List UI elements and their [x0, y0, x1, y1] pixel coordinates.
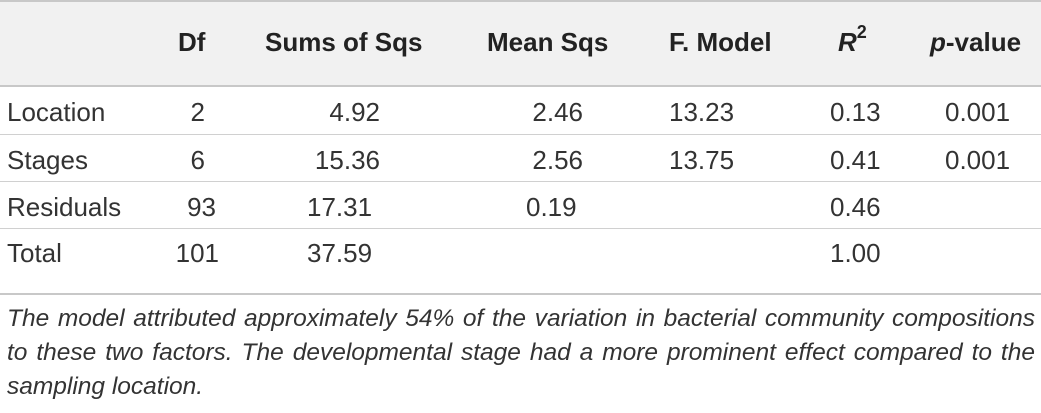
- header-r-squared: R2: [838, 23, 867, 57]
- cell-r2: 0.13: [830, 97, 881, 127]
- header-r-letter: R: [838, 27, 857, 57]
- row-divider: [0, 181, 1041, 182]
- cell-ss: 15.36: [314, 145, 380, 175]
- row-label: Stages: [7, 145, 88, 175]
- row-divider: [0, 134, 1041, 135]
- cell-ms: 0.19: [526, 192, 577, 222]
- cell-ms: 2.46: [532, 97, 583, 127]
- cell-f: 13.23: [669, 97, 735, 127]
- cell-r2: 0.46: [830, 192, 881, 222]
- row-label: Residuals: [7, 192, 122, 222]
- cell-p: 0.001: [945, 145, 1011, 175]
- table-bottom-rule: [0, 293, 1041, 295]
- header-p-value: p-value: [930, 27, 1021, 57]
- header-df: Df: [178, 27, 206, 57]
- cell-df: 2: [190, 97, 205, 127]
- cell-f: 13.75: [669, 145, 735, 175]
- row-label: Location: [7, 97, 106, 127]
- cell-df: 6: [190, 145, 205, 175]
- cell-p: 0.001: [945, 97, 1011, 127]
- cell-ms: 2.56: [532, 145, 583, 175]
- header-p-suffix: -value: [945, 27, 1022, 57]
- header-p-letter: p: [930, 27, 946, 57]
- header-mean-squares: Mean Sqs: [487, 27, 609, 57]
- header-f-model: F. Model: [669, 27, 772, 57]
- cell-df: 93: [187, 192, 216, 222]
- cell-ss: 17.31: [307, 192, 373, 222]
- header-r-exponent: 2: [856, 22, 867, 43]
- table-footnote: The model attributed approximately 54% o…: [7, 305, 1035, 400]
- cell-ss: 4.92: [329, 97, 380, 127]
- cell-ss: 37.59: [307, 238, 373, 268]
- cell-r2: 1.00: [830, 238, 881, 268]
- cell-df: 101: [175, 238, 219, 268]
- header-sums-of-squares: Sums of Sqs: [265, 27, 423, 57]
- cell-r2: 0.41: [830, 145, 881, 175]
- row-divider: [0, 228, 1041, 229]
- row-label: Total: [7, 238, 62, 268]
- table-header: [0, 0, 1041, 87]
